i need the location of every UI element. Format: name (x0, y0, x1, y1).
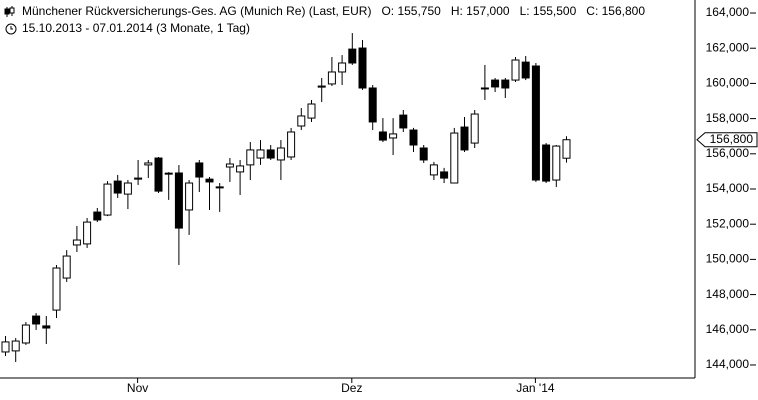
y-tick-label: 164,000 (706, 5, 750, 19)
candle-body (501, 79, 510, 89)
candle-body (32, 315, 41, 325)
candle-body (154, 157, 163, 192)
candle-body (72, 239, 81, 246)
candle-body (164, 172, 173, 175)
candle-body (378, 131, 387, 141)
candle-body (174, 172, 183, 229)
y-tick-label: 150,000 (706, 252, 750, 266)
candle-body (93, 211, 102, 221)
candle-body (185, 182, 194, 211)
candle-body (542, 144, 551, 182)
candle-body (276, 147, 285, 161)
candle-body (440, 171, 449, 179)
chart-icon (4, 6, 15, 17)
candle-body (113, 180, 122, 194)
candle-body (246, 149, 255, 166)
candle-body (389, 133, 398, 139)
candle-body (297, 115, 306, 127)
candle-body (552, 145, 561, 181)
candle-body (195, 162, 204, 178)
y-tick-label: 162,000 (706, 40, 750, 54)
candle-body (450, 132, 459, 184)
candle-body (419, 147, 428, 161)
last-price-label: 156,800 (710, 132, 754, 146)
y-tick-label: 144,000 (706, 357, 750, 371)
candle-body (215, 186, 224, 189)
candle-body (144, 162, 153, 166)
candle-body (531, 65, 540, 181)
candle-body (266, 149, 275, 159)
candle-body (62, 255, 71, 279)
candle-body (256, 149, 265, 159)
candle-body (470, 113, 479, 144)
candle-body (491, 79, 500, 88)
candle-body (1, 341, 10, 353)
candle-body (42, 325, 51, 329)
y-tick-label: 160,000 (706, 76, 750, 90)
candle-body (21, 324, 30, 344)
ohlc-value: H: 157,000 (451, 4, 510, 18)
candle-body (409, 129, 418, 146)
last-price-flag (696, 132, 758, 148)
candle-body (480, 87, 489, 90)
candle-body (83, 221, 92, 245)
y-tick-label: 158,000 (706, 111, 750, 125)
candle-body (429, 164, 438, 176)
chart-subtitle: 15.10.2013 - 07.01.2014 (3 Monate, 1 Tag… (22, 21, 250, 35)
candle-body (562, 139, 571, 159)
candle-body (511, 59, 520, 81)
x-tick-label: Nov (127, 381, 148, 395)
candle-body (358, 47, 367, 89)
candle-body (103, 183, 112, 216)
ohlc-value: L: 155,500 (520, 4, 577, 18)
candle-body (317, 85, 326, 88)
candle-body (368, 87, 377, 123)
x-tick-label: Jan '14 (516, 381, 555, 395)
candle-body (287, 131, 296, 158)
y-tick-label: 154,000 (706, 181, 750, 195)
y-tick-label: 148,000 (706, 287, 750, 301)
ohlc-value: C: 156,800 (586, 4, 645, 18)
candle-body (236, 165, 245, 173)
chart-title: Münchener Rückversicherungs-Ges. AG (Mun… (22, 4, 371, 18)
y-tick-label: 146,000 (706, 322, 750, 336)
candle-body (52, 267, 61, 311)
clock-icon (5, 23, 17, 35)
y-tick-label: 156,000 (706, 146, 750, 160)
candle-body (134, 177, 143, 180)
candle-body (327, 71, 336, 85)
candle-body (307, 103, 316, 119)
candle-body (205, 178, 214, 183)
candle-body (123, 182, 132, 195)
x-tick-label: Dez (341, 381, 362, 395)
candle-body (338, 62, 347, 73)
candle-body (460, 126, 469, 151)
candle-body (11, 340, 20, 352)
candle-body (225, 163, 234, 168)
ohlc-value: O: 155,750 (381, 4, 441, 18)
candle-body (399, 114, 408, 129)
candle-body (348, 48, 357, 64)
candle-body (521, 61, 530, 79)
y-tick-label: 152,000 (706, 216, 750, 230)
